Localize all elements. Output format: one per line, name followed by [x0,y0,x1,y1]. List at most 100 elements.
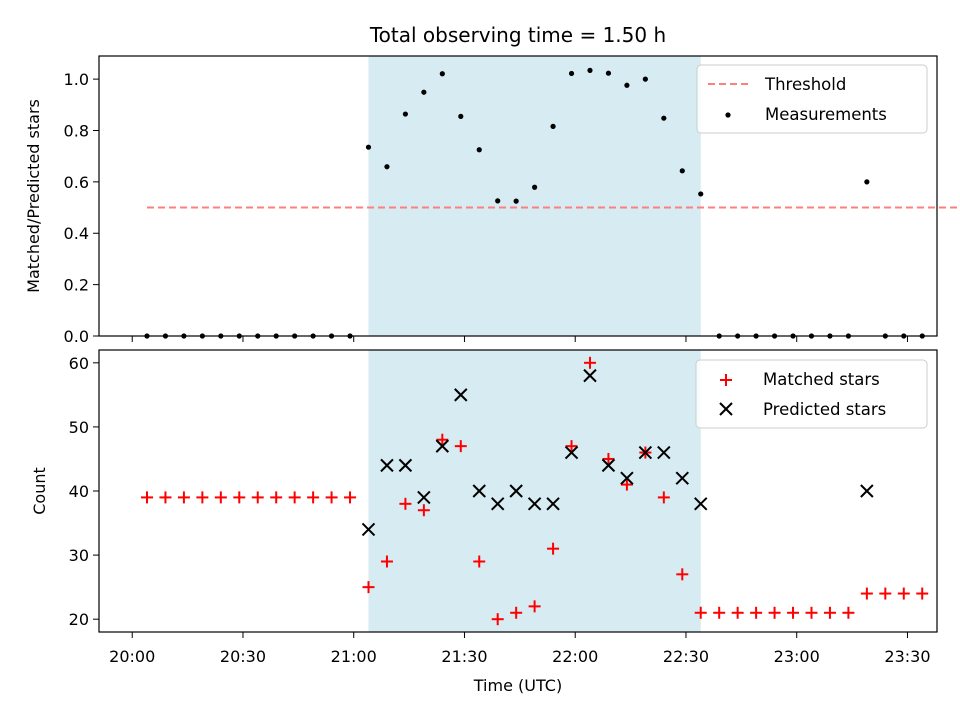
x-tick-label: 20:30 [220,647,266,666]
legend-matched-label: Matched stars [763,370,880,389]
matched-star-point [602,452,615,465]
top-y-tick-label: 0.4 [64,224,89,243]
x-tick-label: 22:00 [552,647,598,666]
x-tick-label: 22:30 [663,647,709,666]
predicted-marker-stroke-b [675,471,689,485]
measurement-point [439,71,445,77]
matched-star-point [399,497,412,510]
measurement-point [513,198,519,204]
predicted-star-point [860,484,874,498]
bottom-legend-box [695,359,928,429]
measurement-point [679,168,685,174]
predicted-star-point [638,445,653,460]
x-tick-label: 21:00 [331,647,377,666]
matched-star-point [380,555,393,568]
predicted-star-point [564,445,579,460]
matched-star-point [159,491,172,504]
predicted-star-point [657,445,671,460]
bottom-y-tick-label: 60 [69,354,89,373]
measurement-point [458,113,464,119]
matched-star-point [417,504,430,517]
predicted-star-point [675,471,689,485]
legend-predicted-label: Predicted stars [763,400,886,419]
top-y-tick-label: 0.6 [64,173,89,192]
predicted-star-point [490,497,505,511]
measurement-point [605,70,612,76]
measurement-point [384,164,390,170]
matched-star-point [768,606,781,619]
predicted-star-point [398,458,413,473]
predicted-marker-stroke-b [417,490,431,505]
top-y-tick-label: 1.0 [64,70,89,89]
predicted-star-point [583,368,597,383]
x-tick-label: 21:30 [441,647,487,666]
predicted-marker-stroke-b [657,445,671,460]
matched-star-point [362,581,375,594]
measurement-point [421,89,427,95]
matched-star-point [233,491,246,504]
predicted-marker-stroke-b [620,471,634,485]
predicted-marker-stroke-b [509,484,523,498]
matched-star-point [288,491,301,504]
legend-predicted-swatch [719,402,733,416]
bottom-axes-frame [98,349,938,633]
matched-star-point [916,587,929,600]
top-y-axis-label: Matched/Predicted stars [24,99,43,293]
matched-star-point [510,606,523,619]
matched-star-point [547,542,560,555]
matched-star-point [694,606,707,619]
measurement-point [624,82,630,88]
top-axes-frame [98,55,938,337]
measurement-point [365,144,372,150]
matched-star-point [436,433,449,446]
matched-star-point [750,606,763,619]
matched-star-point [140,491,153,504]
x-tick-label: 20:00 [109,647,155,666]
matched-star-point [860,587,873,600]
predicted-marker-stroke-b [546,497,560,511]
legend-matched-swatch [720,374,732,386]
bottom-legend: Matched stars Predicted stars [695,359,928,429]
bottom-panel: 20 30 40 50 60 20:00 20:30 21:00 21:30 22:00 22:3… [30,349,938,695]
predicted-marker-stroke-b [472,484,486,498]
top-legend-box [696,64,928,134]
predicted-marker-stroke-b [694,497,708,511]
matched-star-point [823,606,836,619]
predicted-star-point [509,484,523,498]
matched-star-point [731,606,744,619]
measurement-point [587,67,593,73]
matched-star-point [177,491,190,504]
predicted-marker-stroke-b [380,458,394,473]
top-y-tick-label: 0.8 [64,121,89,140]
matched-star-point [214,491,227,504]
predicted-star-point [361,522,376,537]
matched-star-point [196,491,209,504]
bottom-y-tick-label: 30 [69,546,89,565]
matched-star-point [897,587,910,600]
matched-star-point [583,356,596,369]
predicted-star-point [454,388,468,402]
matched-star-point [307,491,320,504]
predicted-star-point [601,458,616,473]
predicted-star-point [694,497,708,511]
matched-star-point [454,440,467,453]
matched-star-point [713,606,726,619]
matched-star-point [344,491,357,504]
predicted-marker-stroke-b [583,368,597,383]
predicted-marker-stroke-b [860,484,874,498]
matched-star-point [528,600,541,613]
predicted-star-point [435,439,450,453]
matched-star-point [251,491,264,504]
top-y-tick-label: 0.2 [64,276,89,295]
x-tick-label: 23:00 [774,647,820,666]
x-tick-label: 23:30 [884,647,930,666]
bottom-y-tick-label: 50 [69,418,89,437]
measurement-point [495,198,501,204]
matched-star-point [491,613,504,626]
matched-star-point [620,478,633,491]
measurement-point [532,184,538,190]
bottom-y-tick-label: 20 [69,610,89,629]
predicted-marker-stroke-b [638,445,653,460]
matched-star-point [473,555,486,568]
